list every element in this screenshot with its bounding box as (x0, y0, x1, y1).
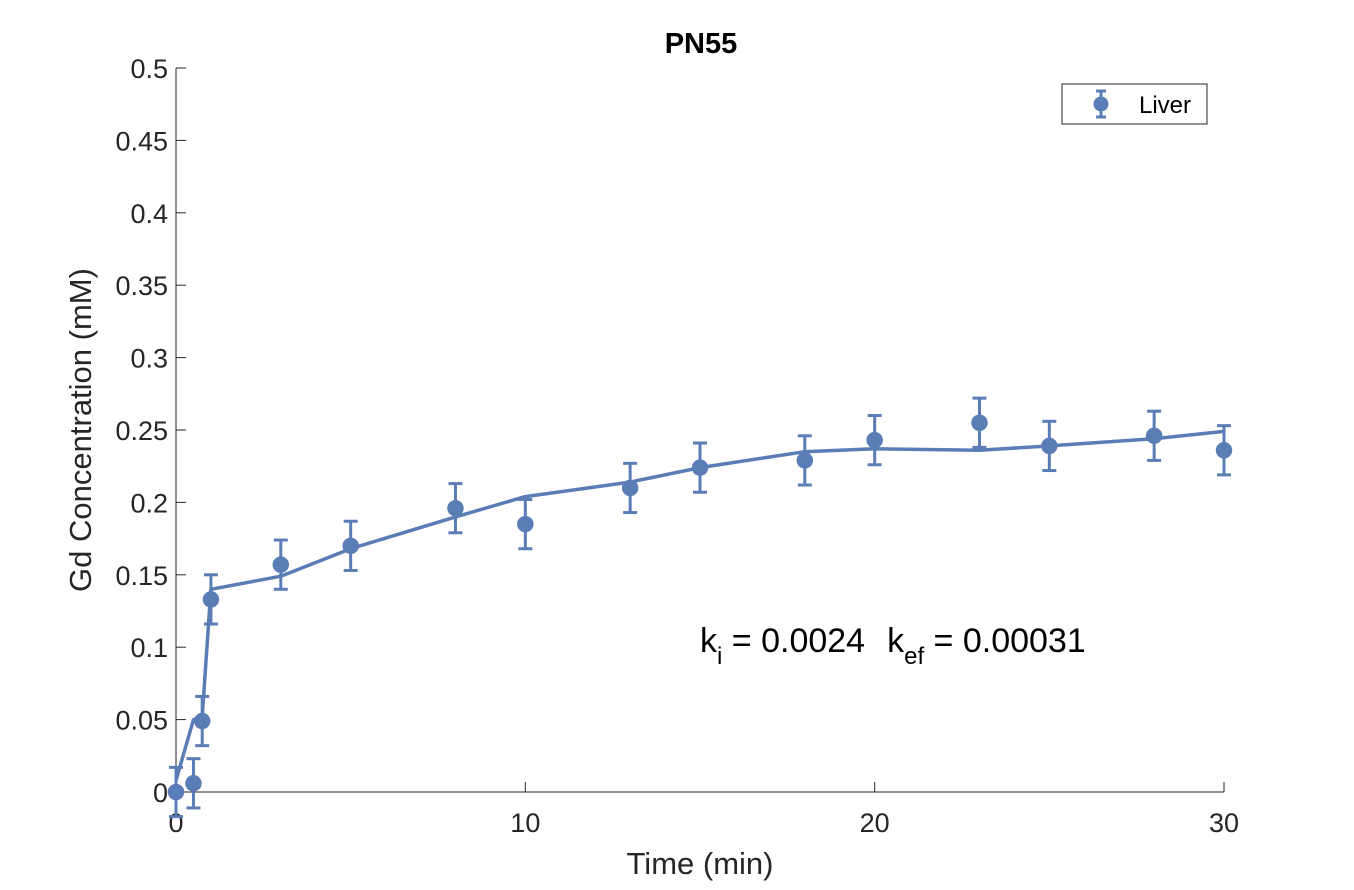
data-point (1215, 442, 1233, 459)
data-point (342, 537, 359, 555)
kef-symbol: k (887, 622, 905, 660)
data-point (971, 414, 988, 432)
legend-entry-liver: Liver (1139, 92, 1191, 119)
y-tick-label: 0.3 (130, 344, 168, 374)
x-tick-label: 20 (860, 808, 890, 838)
data-point (202, 591, 220, 608)
kef-subscript: ef (904, 643, 924, 670)
data-point (167, 783, 185, 801)
x-axis-label: Time (min) (627, 846, 774, 881)
y-axis-label: Gd Concentration (mM) (63, 268, 98, 592)
y-tick-label: 0.05 (115, 706, 168, 736)
x-tick-label: 10 (510, 808, 540, 838)
data-point (185, 775, 202, 792)
data-point (517, 515, 534, 533)
y-tick-label: 0.25 (115, 416, 168, 446)
legend-marker (1093, 89, 1109, 119)
chart-title: PN55 (665, 28, 738, 60)
data-point (621, 479, 639, 497)
legend-point (1093, 96, 1109, 112)
y-tick-label: 0.35 (115, 271, 168, 301)
ki-value: = 0.0024 (722, 622, 865, 660)
tick-labels: 0 10 20 3000.050.10.150.20.250.30.350.40.45… (115, 54, 1239, 838)
ki-symbol: k (700, 622, 718, 660)
data-point (193, 712, 211, 730)
y-tick-label: 0.4 (130, 199, 168, 229)
data-point (796, 452, 814, 469)
kef-value: = 0.00031 (924, 622, 1086, 660)
fit-line (174, 429, 1225, 781)
axes (175, 67, 1225, 793)
fit-curve (174, 429, 1225, 781)
data-point (1041, 437, 1058, 455)
y-tick-label: 0.5 (130, 54, 168, 84)
y-tick-label: 0.1 (130, 633, 168, 663)
y-tick-label: 0 (153, 778, 168, 808)
legend: Liver (1061, 83, 1208, 125)
data-point (866, 431, 883, 449)
data-point (691, 459, 709, 476)
x-tick-label: 30 (1209, 808, 1239, 838)
data-point (272, 556, 290, 573)
ki-subscript: i (717, 643, 722, 670)
y-tick-label: 0.15 (115, 561, 168, 591)
y-tick-label: 0.2 (130, 488, 168, 518)
data-points (167, 414, 1233, 801)
data-point (1145, 427, 1163, 445)
y-tick-label: 0.45 (115, 126, 168, 156)
rate-constants-annotation: ki = 0.0024 kef = 0.00031 (700, 622, 1086, 670)
data-point (447, 499, 464, 517)
legend-box (1061, 83, 1208, 125)
